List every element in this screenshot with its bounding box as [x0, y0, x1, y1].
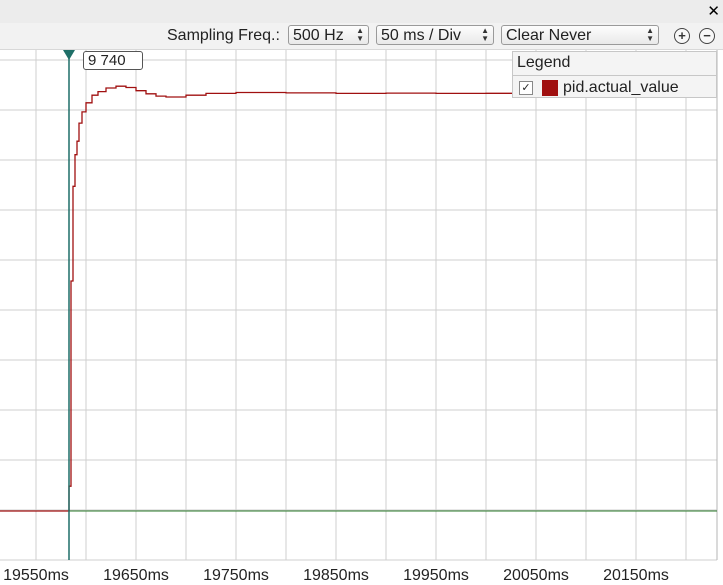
legend-divider: [513, 75, 716, 76]
cursor-value: 9 740: [88, 52, 126, 69]
time-division-value: 50 ms / Div: [381, 27, 462, 44]
legend-series-label: pid.actual_value: [563, 79, 679, 96]
x-tick-label: 19550ms: [3, 567, 69, 584]
sampling-freq-label: Sampling Freq.:: [167, 27, 280, 44]
zoom-in-icon[interactable]: +: [674, 28, 690, 44]
scope-plot[interactable]: 19550ms 19650ms 19750ms 19850ms 19950ms 20050…: [0, 50, 723, 585]
spin-arrows-icon: ▲ ▼: [646, 26, 654, 43]
title-bar: ✕: [0, 0, 723, 23]
plot-grid: [0, 50, 718, 561]
x-tick-label: 19750ms: [203, 567, 269, 584]
sampling-freq-value: 500 Hz: [293, 27, 344, 44]
series-line-pid-actual-value: [0, 85, 717, 512]
time-division-select[interactable]: 50 ms / Div ▲ ▼: [376, 25, 494, 45]
close-icon[interactable]: ✕: [707, 3, 720, 20]
cursor-value-box: 9 740: [83, 51, 143, 70]
clear-mode-select[interactable]: Clear Never ▲ ▼: [501, 25, 659, 45]
scope-toolbar: Sampling Freq.: 500 Hz ▲ ▼ 50 ms / Div ▲ ▼…: [0, 23, 723, 50]
cursor-marker-icon: [63, 50, 75, 60]
clear-mode-value: Clear Never: [506, 27, 592, 44]
sampling-freq-select[interactable]: 500 Hz ▲ ▼: [288, 25, 369, 45]
spin-arrows-icon: ▲ ▼: [356, 26, 364, 43]
spin-arrows-icon: ▲ ▼: [481, 26, 489, 43]
x-tick-labels: 19550ms 19650ms 19750ms 19850ms 19950ms 20050…: [3, 567, 669, 584]
x-tick-label: 20050ms: [503, 567, 569, 584]
x-tick-label: 19950ms: [403, 567, 469, 584]
series-color-swatch[interactable]: [542, 80, 558, 96]
x-tick-label: 19650ms: [103, 567, 169, 584]
zoom-out-icon[interactable]: −: [699, 28, 715, 44]
x-tick-label: 20150ms: [603, 567, 669, 584]
legend-title: Legend: [517, 54, 571, 71]
legend-panel: Legend ✓ pid.actual_value: [512, 51, 717, 98]
series-visibility-checkbox[interactable]: ✓: [519, 81, 533, 95]
x-tick-label: 19850ms: [303, 567, 369, 584]
